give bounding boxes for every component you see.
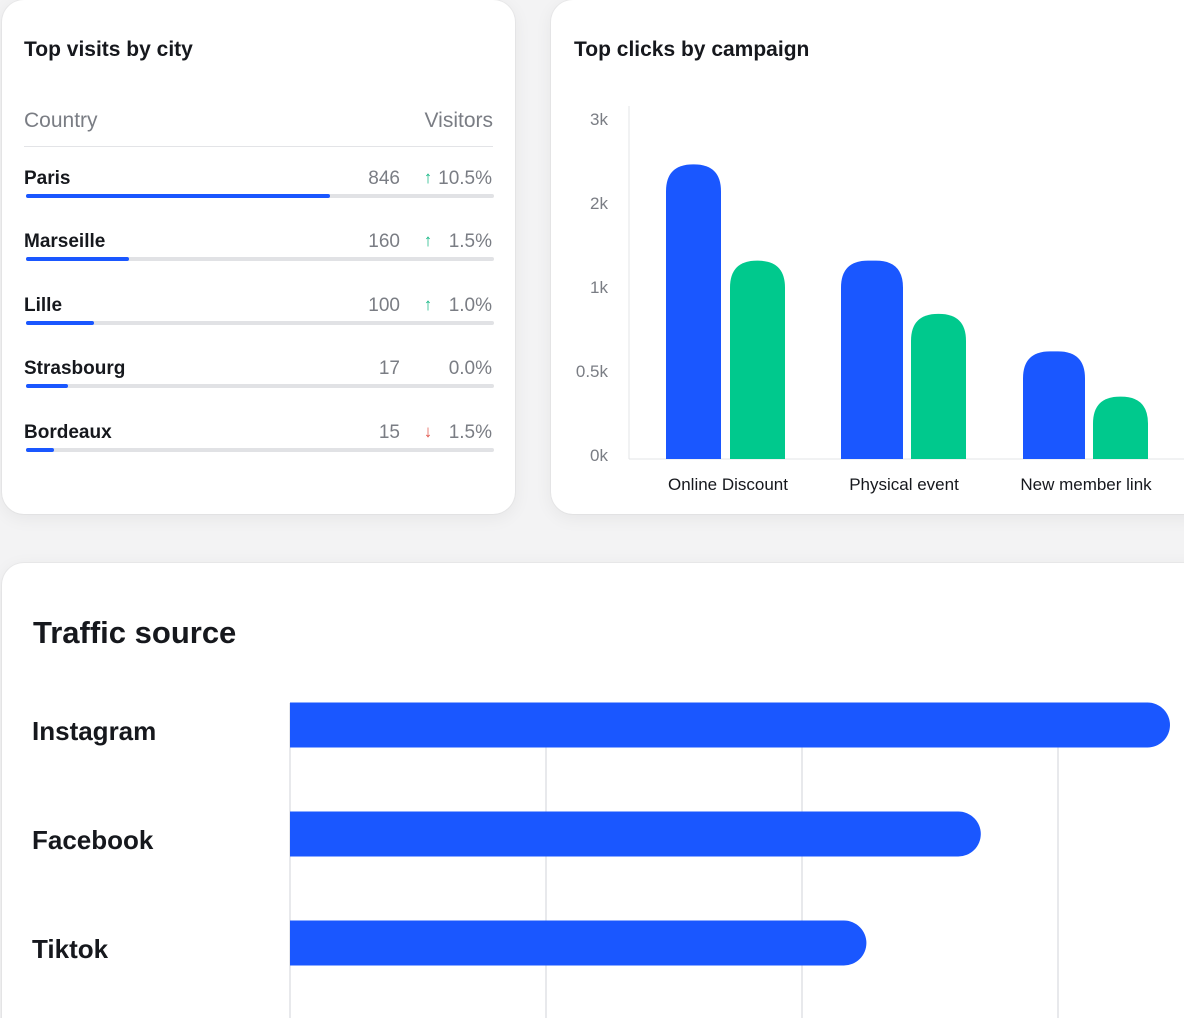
change-percent: 10.5% [438, 168, 492, 189]
city-row[interactable]: Lille 100 ↑ 1.0% [24, 295, 494, 345]
country-column-header: Country [24, 109, 98, 132]
traffic-bar[interactable] [290, 702, 1170, 748]
visitors-column-header: Visitors [424, 109, 493, 132]
change-percent: 1.5% [448, 422, 492, 443]
city-card-title: Top visits by city [24, 38, 193, 61]
share-bar-fill [26, 384, 69, 388]
change-percent: 1.5% [448, 231, 492, 252]
traffic-card-title: Traffic source [33, 615, 237, 650]
trend-up-icon: ↑ [423, 168, 433, 187]
top-visits-by-city-card: Top visits by city Country Visitors Pari… [2, 0, 515, 514]
city-row[interactable]: Strasbourg 17 0.0% [24, 358, 494, 408]
header-divider [24, 146, 493, 147]
share-bar-track [26, 194, 494, 198]
campaign-bar[interactable] [666, 164, 721, 460]
share-bar-fill [26, 448, 55, 452]
share-bar-fill [26, 257, 129, 261]
x-category-label: Physical event [849, 475, 959, 494]
city-name: Bordeaux [24, 422, 112, 443]
y-tick-label: 0k [590, 446, 608, 465]
y-tick-label: 1k [590, 278, 608, 297]
campaign-bar[interactable] [730, 260, 785, 459]
city-name: Strasbourg [24, 358, 126, 379]
trend-up-icon: ↑ [423, 231, 433, 250]
campaign-bar-chart: 0k 0.5k 1k 2k 3k Online Discount Physical even… [576, 106, 1184, 494]
y-tick-label: 3k [590, 110, 608, 129]
share-bar-fill [26, 321, 94, 325]
y-tick-label: 2k [590, 194, 608, 213]
city-name: Marseille [24, 231, 106, 252]
visitor-count: 160 [368, 231, 400, 252]
campaign-card-title: Top clicks by campaign [574, 38, 810, 61]
city-row[interactable]: Bordeaux 15 ↓ 1.5% [24, 422, 494, 472]
traffic-bar[interactable] [290, 920, 867, 966]
traffic-source-label: Tiktok [32, 934, 109, 964]
change-percent: 0.0% [448, 358, 492, 379]
visitor-count: 15 [378, 422, 400, 443]
share-bar-fill [26, 194, 331, 198]
share-bar-track [26, 384, 494, 388]
traffic-source-chart: Instagram Facebook Tiktok [32, 702, 1170, 1018]
y-tick-label: 0.5k [576, 362, 609, 381]
city-row[interactable]: Paris 846 ↑ 10.5% [24, 168, 494, 218]
campaign-bar[interactable] [1023, 351, 1085, 459]
city-row[interactable]: Marseille 160 ↑ 1.5% [24, 231, 494, 281]
traffic-source-label: Instagram [32, 716, 156, 746]
campaign-bar[interactable] [911, 313, 966, 459]
trend-up-icon: ↑ [423, 295, 433, 314]
city-name: Paris [24, 168, 71, 189]
traffic-source-card: Instagram Facebook Tiktok Traffic source [2, 563, 1184, 1018]
share-bar-track [26, 321, 494, 325]
campaign-bar[interactable] [1093, 396, 1148, 459]
traffic-source-label: Facebook [32, 825, 154, 855]
visitor-count: 846 [368, 168, 400, 189]
share-bar-track [26, 257, 494, 261]
top-clicks-by-campaign-card: 0k 0.5k 1k 2k 3k Online Discount Physical even… [551, 0, 1184, 514]
x-category-label: Online Discount [668, 475, 788, 494]
city-name: Lille [24, 295, 63, 316]
share-bar-track [26, 448, 494, 452]
x-category-label: New member link [1020, 475, 1152, 494]
traffic-bar[interactable] [290, 811, 981, 857]
visitor-count: 17 [378, 358, 400, 379]
visitor-count: 100 [368, 295, 400, 316]
trend-down-icon: ↓ [423, 422, 433, 441]
campaign-bar[interactable] [841, 260, 903, 459]
change-percent: 1.0% [448, 295, 492, 316]
